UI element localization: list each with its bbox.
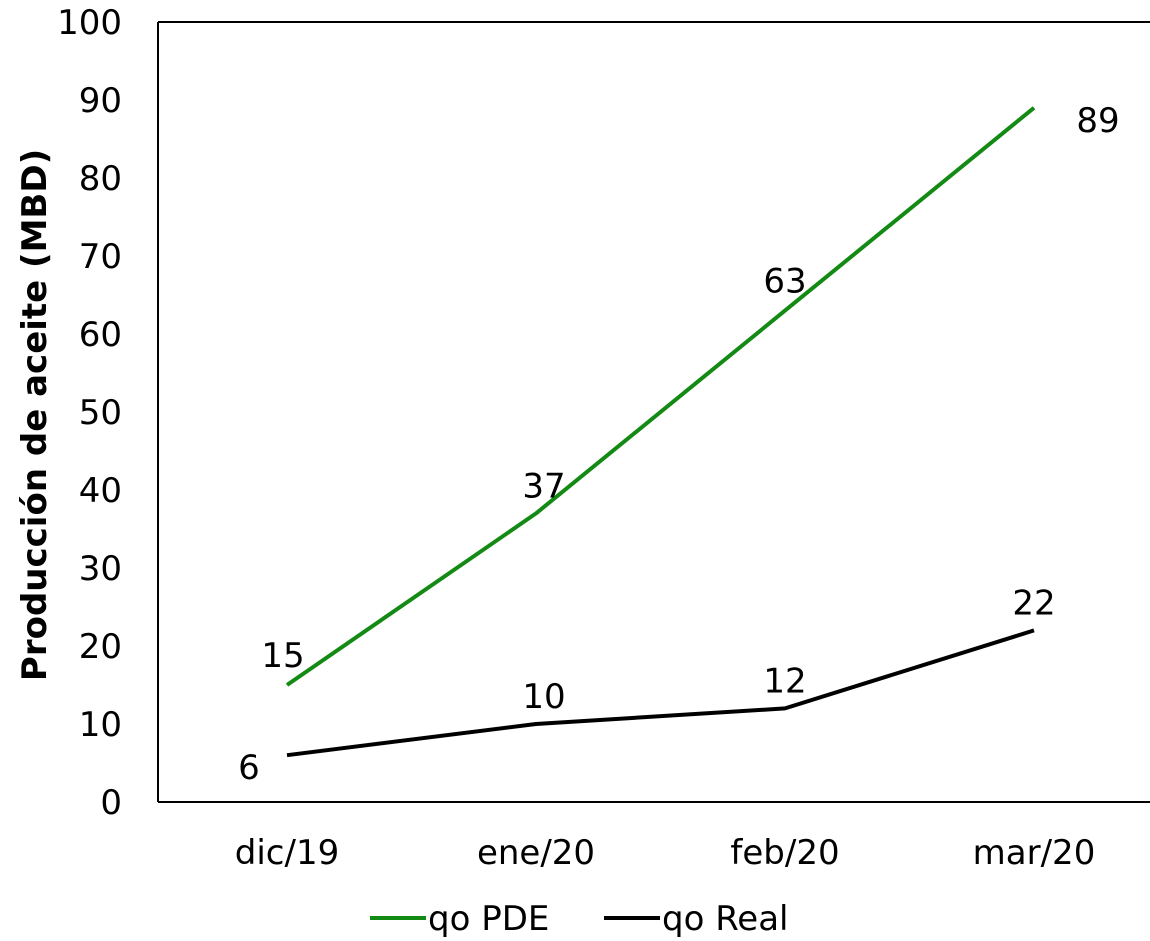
data-label: 37 [522,466,565,506]
data-label: 63 [763,262,806,302]
legend: qo PDE qo Real [370,899,789,939]
y-tick-label: 0 [100,783,122,823]
y-tick-label: 40 [79,471,122,511]
data-label: 22 [1012,583,1055,623]
data-label: 6 [238,748,260,788]
x-tick-labels: dic/19 ene/20 feb/20 mar/20 [235,833,1096,873]
series-line-qo-real [286,628,1035,758]
data-label: 15 [261,636,304,676]
y-tick-label: 60 [79,315,122,355]
x-tick-label: dic/19 [235,833,339,873]
y-axis-label: Producción de aceite (MBD) [15,149,55,681]
x-tick-label: mar/20 [973,833,1096,873]
y-tick-label: 20 [79,627,122,667]
data-label: 10 [522,677,565,717]
legend-item-qo-real: qo Real [604,899,789,939]
y-tick-labels: 0 10 20 30 40 50 60 70 80 90 100 [57,3,122,823]
legend-label: qo Real [662,899,789,939]
data-label: 12 [763,661,806,701]
legend-label: qo PDE [428,899,549,939]
data-label: 89 [1076,101,1119,141]
y-tick-label: 50 [79,393,122,433]
y-tick-label: 30 [79,549,122,589]
series-lines [285,106,1036,758]
data-labels: 15 37 63 89 6 10 12 22 [238,101,1119,788]
y-tick-label: 100 [57,3,122,43]
x-tick-label: ene/20 [477,833,595,873]
chart-axes [157,21,1150,803]
series-line-qo-pde [285,106,1036,687]
y-tick-label: 70 [79,237,122,277]
legend-item-qo-pde: qo PDE [370,899,549,939]
y-tick-label: 90 [79,81,122,121]
y-tick-label: 10 [79,705,122,745]
y-tick-label: 80 [79,159,122,199]
x-tick-label: feb/20 [730,833,839,873]
